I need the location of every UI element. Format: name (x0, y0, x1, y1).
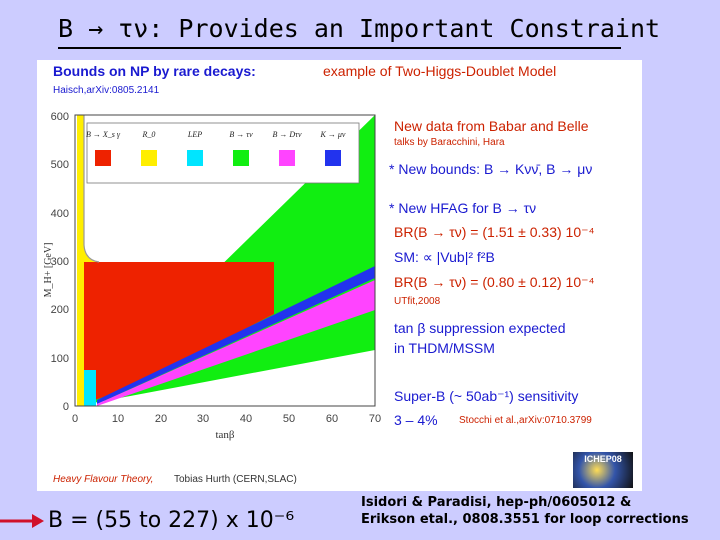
legend-swatch-0 (95, 150, 111, 166)
x-tick-40: 40 (240, 413, 252, 425)
pointer-arrow-icon (0, 514, 44, 528)
legend-swatch-2 (187, 150, 203, 166)
reference-line-2: Erikson etal., 0808.3551 for loop correc… (361, 512, 689, 527)
y-tick-0: 0 (63, 401, 69, 413)
region-bxsgamma (77, 262, 274, 406)
y-ticks: 0 100 200 300 400 500 600 (51, 111, 69, 413)
y-tick-200: 200 (51, 304, 69, 316)
exclusion-plot: 0 100 200 300 400 500 600 0 10 20 30 40 … (43, 111, 381, 441)
note-new-hfag: * New HFAG for B → τν (389, 200, 537, 216)
note-thdm: in THDM/MSSM (394, 340, 495, 356)
figure-panel: Bounds on NP by rare decays: example of … (37, 60, 642, 491)
x-tick-10: 10 (112, 413, 124, 425)
x-tick-50: 50 (283, 413, 295, 425)
note-sm: SM: ∝ |Vub|² f²B (394, 249, 495, 265)
panel-footer-left: Heavy Flavour Theory, (53, 474, 154, 485)
legend-label-4: B → Dτν (272, 130, 302, 139)
legend: B → X_s γ R_0 LEP B → τν B → Dτν K → μν (86, 130, 346, 166)
x-tick-30: 30 (197, 413, 209, 425)
x-tick-20: 20 (155, 413, 167, 425)
legend-box (86, 122, 360, 184)
slide-title: B → τν: Provides an Important Constraint (58, 14, 661, 43)
note-new-data: New data from Babar and Belle (394, 118, 589, 134)
x-axis-label: tanβ (215, 429, 234, 441)
y-tick-400: 400 (51, 208, 69, 220)
region-r0 (77, 115, 97, 262)
x-tick-0: 0 (72, 413, 78, 425)
region-bdtaunu (97, 280, 375, 406)
panel-citation: Haisch,arXiv:0805.2141 (53, 85, 160, 96)
title-underline (58, 47, 621, 49)
y-tick-100: 100 (51, 353, 69, 365)
logo-text: ICHEP08 (584, 454, 622, 464)
legend-swatch-4 (279, 150, 295, 166)
legend-swatch-1 (141, 150, 157, 166)
branching-ratio-formula: B = (55 to 227) x 10⁻⁶ (48, 508, 295, 533)
y-axis-label: M_H+ [GeV] (43, 243, 54, 298)
plot-frame (74, 114, 376, 407)
note-percent: 3 – 4% (394, 412, 438, 428)
legend-swatch-5 (325, 150, 341, 166)
note-stocchi: Stocchi et al.,arXiv:0710.3799 (459, 415, 592, 426)
legend-swatch-3 (233, 150, 249, 166)
legend-label-3: B → τν (229, 130, 253, 139)
panel-footer-right: Tobias Hurth (CERN,SLAC) (174, 474, 297, 485)
note-utfit: UTfit,2008 (394, 296, 441, 307)
note-br-utfit: BR(B → τν) = (0.80 ± 0.12) 10⁻⁴ (394, 274, 595, 290)
references: Isidori & Paradisi, hep-ph/0605012 & Eri… (361, 494, 689, 528)
x-tick-60: 60 (326, 413, 338, 425)
region-kmunu (97, 266, 375, 404)
legend-label-5: K → μν (320, 130, 346, 139)
note-tanb: tan β suppression expected (394, 320, 566, 336)
note-new-bounds: * New bounds: B → Kνν̄, B → μν (389, 161, 593, 177)
legend-label-0: B → X_s γ (86, 130, 121, 139)
panel-header-left: Bounds on NP by rare decays: (53, 63, 256, 79)
region-lep (84, 370, 96, 406)
plot-area (77, 115, 375, 406)
y-tick-300: 300 (51, 256, 69, 268)
note-talks: talks by Baracchini, Hara (394, 137, 505, 148)
conference-logo: ICHEP08 (573, 452, 633, 488)
legend-label-1: R_0 (142, 130, 156, 139)
panel-header-right: example of Two-Higgs-Doublet Model (323, 63, 557, 79)
note-br-hfag: BR(B → τν) = (1.51 ± 0.33) 10⁻⁴ (394, 224, 595, 240)
x-tick-70: 70 (369, 413, 381, 425)
x-ticks: 0 10 20 30 40 50 60 70 (72, 413, 381, 425)
reference-line-1: Isidori & Paradisi, hep-ph/0605012 & (361, 495, 632, 510)
note-superb: Super-B (~ 50ab⁻¹) sensitivity (394, 388, 579, 404)
y-tick-500: 500 (51, 159, 69, 171)
legend-label-2: LEP (187, 130, 202, 139)
y-tick-600: 600 (51, 111, 69, 123)
